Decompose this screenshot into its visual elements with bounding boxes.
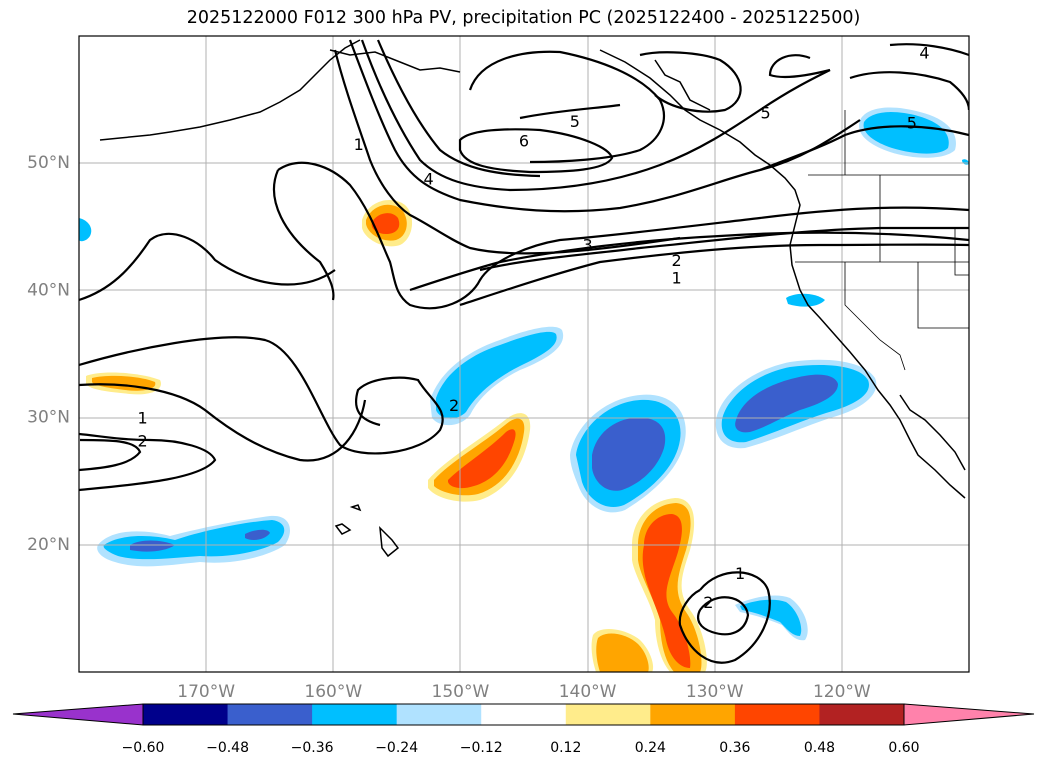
colorbar-extend-left [12,703,144,726]
lon-tick-label: 120°W [813,682,871,702]
contour-label: 2 [671,251,681,270]
contour-label: 2 [137,431,147,450]
lat-tick-label: 30°N [27,408,70,428]
precip-positive-region [642,514,691,668]
colorbar-tick-label: 0.48 [804,740,835,756]
longitude-labels: 170°W 160°W 150°W 140°W 130°W 120°W [177,682,871,702]
colorbar-segment [734,704,820,725]
map-frame [78,35,970,673]
precip-negative-region [245,529,270,541]
colorbar-tick-label: −0.24 [375,740,418,756]
coastlines [99,39,966,558]
lat-tick-label: 50°N [27,153,70,173]
colorbar-tick-label: 0.60 [888,740,919,756]
lat-tick-label: 20°N [27,535,70,555]
contour-label: 2 [703,593,713,612]
lon-tick-label: 170°W [177,682,235,702]
colorbar-tick-label: −0.60 [122,740,165,756]
precip-positive-region [448,429,516,489]
contour-label: 5 [907,113,917,132]
contour-label: 4 [424,169,434,188]
colorbar-segment [227,704,313,725]
lat-tick-label: 40°N [27,280,70,300]
colorbar-segment [481,704,567,725]
precip-positive-region [371,213,400,234]
contour-label: 2 [449,396,459,415]
precip-negative-region [863,112,949,154]
colorbar-segment [819,704,905,725]
colorbar-tick-label: −0.12 [460,740,503,756]
contour-label: 3 [582,236,592,255]
latitude-labels: 20°N 30°N 40°N 50°N [27,153,70,555]
lon-tick-label: 140°W [559,682,617,702]
contour-labels: 1 4 6 5 5 4 5 3 2 1 1 2 2 1 2 [137,44,929,613]
colorbar-segment [650,704,736,725]
contour-label: 4 [919,44,929,63]
lon-tick-label: 160°W [304,682,362,702]
colorbar-frame [142,703,905,726]
colorbar-tick-label: 0.12 [550,740,581,756]
precip-negative-region [962,159,969,165]
lon-tick-label: 150°W [432,682,490,702]
colorbar-tick-label: 0.36 [719,740,750,756]
precip-negative-region [436,331,557,419]
precip-negative-region [740,599,802,636]
pv-contours [79,39,969,664]
colorbar-segment [565,704,651,725]
contour-label: 1 [735,564,745,583]
colorbar-labels: −0.60 −0.48 −0.36 −0.24 −0.12 0.12 0.24 … [122,740,920,756]
colorbar-tick-label: −0.48 [206,740,249,756]
map-area: 1 4 6 5 5 4 5 3 2 1 1 2 2 1 2 [79,36,969,672]
colorbar-tick-label: −0.36 [291,740,334,756]
contour-label: 1 [354,135,364,154]
precip-shading [79,107,969,672]
contour-label: 1 [671,269,681,288]
colorbar-tick-label: 0.24 [635,740,666,756]
contour-label: 6 [519,131,529,150]
borders [795,110,969,371]
precip-negative-region [130,540,175,552]
precip-negative-region [79,218,92,242]
colorbar: −0.60 −0.48 −0.36 −0.24 −0.12 0.12 0.24 … [12,703,1035,756]
contour-label: 5 [760,103,770,122]
gridlines [79,36,969,672]
chart-title: 2025122000 F012 300 hPa PV, precipitatio… [186,8,861,28]
colorbar-segment [312,704,398,725]
colorbar-segment [143,704,229,725]
precip-negative-region [592,417,666,491]
precip-positive-region [596,633,649,672]
lon-tick-label: 130°W [686,682,744,702]
colorbar-segment [396,704,482,725]
contour-label: 5 [570,112,580,131]
contour-label: 1 [137,409,147,428]
colorbar-extend-right [903,703,1035,726]
